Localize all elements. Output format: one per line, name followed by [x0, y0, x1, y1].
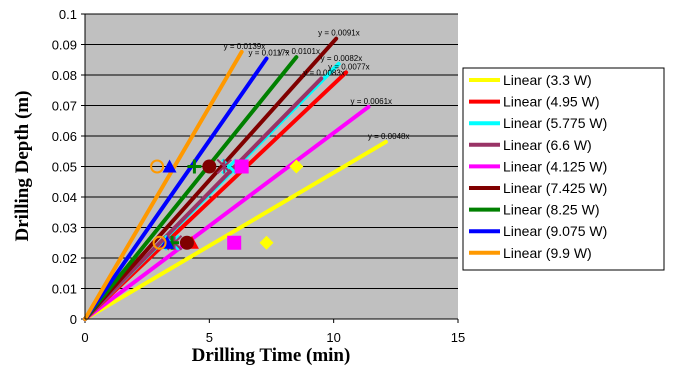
trend-equation: y = 0.0091x — [318, 29, 360, 38]
trend-line — [83, 76, 324, 321]
y-tick-label: 0.02 — [52, 251, 77, 266]
y-tick-label: 0.07 — [52, 99, 77, 114]
data-point — [234, 159, 249, 174]
trend-line — [83, 104, 371, 321]
data-point — [160, 235, 175, 249]
legend-label: Linear (6.6 W) — [503, 137, 592, 153]
data-point — [162, 159, 177, 173]
y-tick-label: 0.01 — [52, 282, 77, 297]
y-tick-label: 0.09 — [52, 38, 77, 53]
y-tick-label: 0.04 — [52, 190, 77, 205]
trend-equation: y = 0.0082x — [321, 54, 363, 63]
y-tick-label: 0.1 — [59, 7, 77, 22]
trend-line — [83, 49, 244, 321]
data-markers — [150, 158, 304, 251]
y-tick-label: 0.06 — [52, 129, 77, 144]
legend-label: Linear (7.425 W) — [503, 180, 607, 196]
trend-equation: y = 0.0048x — [368, 132, 410, 141]
legend-label: Linear (9.9 W) — [503, 245, 592, 261]
data-point — [202, 159, 217, 174]
data-point — [179, 235, 194, 250]
data-point — [289, 159, 304, 174]
trend-lines — [83, 36, 388, 321]
data-point — [227, 235, 242, 250]
x-axis-label: Drilling Time (min) — [192, 345, 351, 366]
trend-equation: y = 0.0117x — [249, 48, 290, 57]
y-tick-label: 0.03 — [52, 221, 77, 236]
legend-label: Linear (8.25 W) — [503, 202, 599, 218]
legend-label: Linear (4.125 W) — [503, 158, 607, 174]
x-tick-label: 0 — [81, 330, 88, 345]
trend-line — [83, 55, 299, 321]
trend-equation: y = 0.0083x — [303, 69, 345, 78]
legend-label: Linear (4.95 W) — [503, 94, 599, 110]
trend-equation: y = 0.0077x — [328, 62, 370, 71]
y-axis-ticks: 0 0.01 0.02 0.03 0.04 0.05 0.06 0.07 0.08 0.09 0.1 — [52, 7, 85, 327]
y-axis-label: Drilling Depth (m) — [12, 91, 33, 242]
trend-line — [83, 56, 269, 321]
trend-equation: y = 0.0139x — [224, 42, 266, 51]
x-axis-ticks: 0 5 10 15 — [81, 319, 465, 345]
y-tick-label: 0.05 — [52, 160, 77, 175]
data-point — [152, 235, 167, 250]
data-point — [150, 159, 165, 174]
data-point — [216, 158, 232, 175]
trend-equation: y = 0.0061x — [350, 97, 392, 106]
legend: Linear (3.3 W) Linear (4.95 W) Linear (5.7… — [462, 67, 665, 271]
legend-label: Linear (5.775 W) — [503, 115, 607, 131]
trend-line — [83, 36, 339, 321]
x-tick-label: 5 — [206, 330, 213, 345]
data-point — [259, 235, 274, 250]
legend-label: Linear (3.3 W) — [503, 72, 592, 88]
x-tick-label: 15 — [451, 330, 465, 345]
legend-items: Linear (3.3 W) Linear (4.95 W) Linear (5.7… — [469, 72, 607, 261]
x-tick-label: 10 — [326, 330, 340, 345]
data-point — [187, 159, 202, 174]
y-tick-label: 0.08 — [52, 68, 77, 83]
trend-line — [83, 139, 388, 321]
trend-equation: y = 0.0101x — [278, 47, 320, 56]
y-tick-label: 0 — [70, 312, 77, 327]
legend-label: Linear (9.075 W) — [503, 223, 607, 239]
